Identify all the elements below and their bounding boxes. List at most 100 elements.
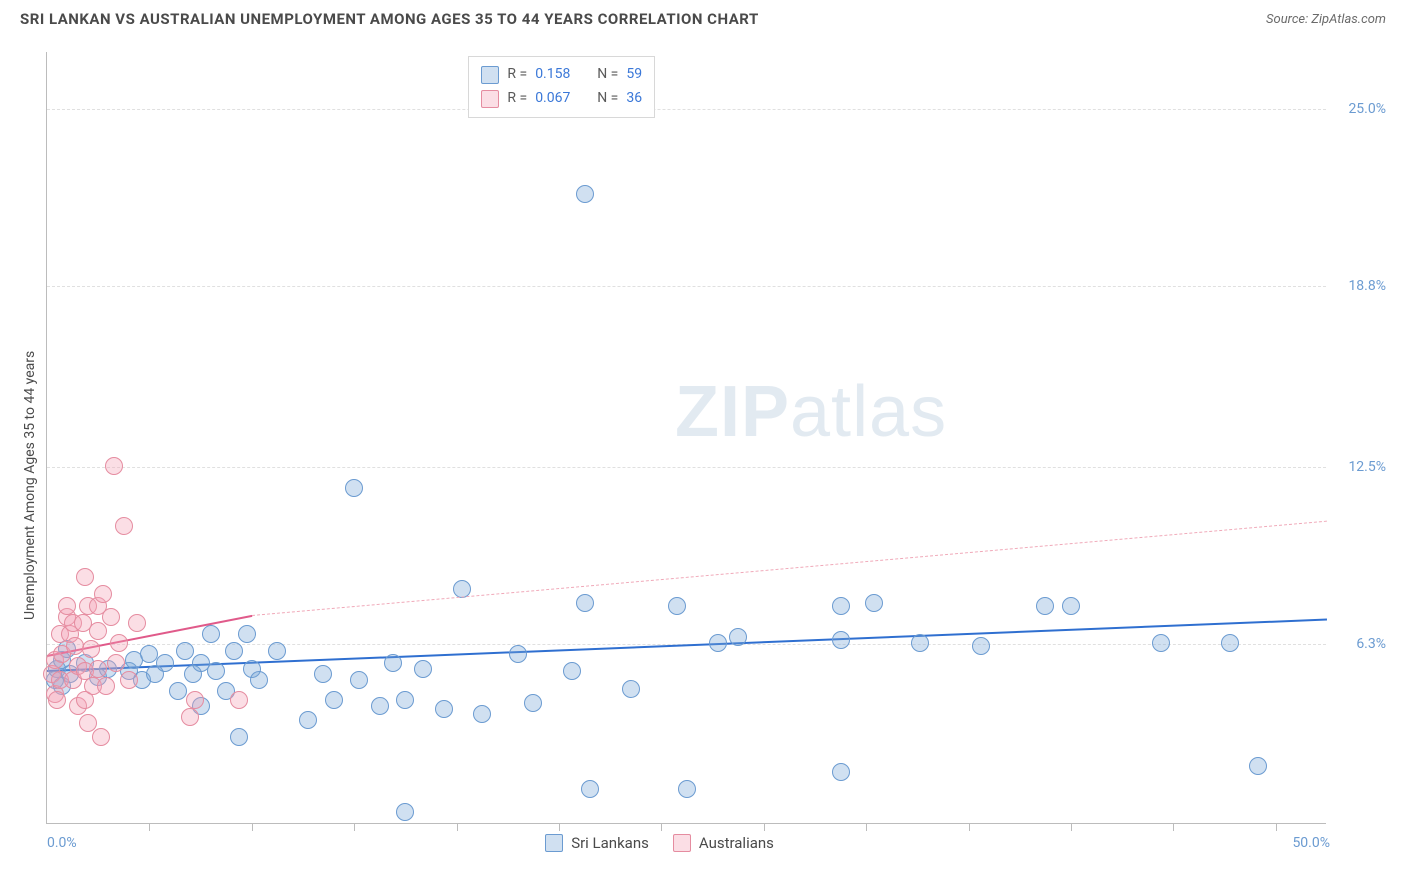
data-point (115, 517, 133, 535)
data-point (350, 671, 368, 689)
data-point (371, 697, 389, 715)
xtick (764, 823, 765, 831)
data-point (396, 691, 414, 709)
legend-series-label: Australians (699, 834, 774, 852)
data-point (1062, 597, 1080, 615)
ytick-label: 25.0% (1348, 101, 1386, 117)
data-point (314, 665, 332, 683)
data-point (509, 645, 527, 663)
series-legend: Sri Lankans Australians (545, 834, 774, 852)
chart-title: SRI LANKAN VS AUSTRALIAN UNEMPLOYMENT AM… (20, 10, 759, 28)
ytick-label: 18.8% (1348, 278, 1386, 294)
data-point (92, 728, 110, 746)
data-point (250, 671, 268, 689)
data-point (729, 628, 747, 646)
data-point (678, 780, 696, 798)
data-point (110, 634, 128, 652)
xtick (559, 823, 560, 831)
ytick-label: 6.3% (1356, 636, 1386, 652)
xtick (1071, 823, 1072, 831)
data-point (576, 185, 594, 203)
data-point (268, 642, 286, 660)
chart-source: Source: ZipAtlas.com (1266, 12, 1386, 27)
data-point (48, 691, 66, 709)
data-point (1221, 634, 1239, 652)
data-point (207, 662, 225, 680)
data-point (176, 642, 194, 660)
data-point (107, 654, 125, 672)
correlation-legend: R =0.158N =59R =0.067N =36 (468, 56, 655, 118)
data-point (345, 479, 363, 497)
legend-swatch (481, 66, 499, 84)
data-point (668, 597, 686, 615)
data-point (225, 642, 243, 660)
data-point (473, 705, 491, 723)
xtick (661, 823, 662, 831)
data-point (622, 680, 640, 698)
data-point (102, 608, 120, 626)
gridline-h (47, 286, 1326, 287)
data-point (230, 728, 248, 746)
data-point (414, 660, 432, 678)
gridline-h (47, 467, 1326, 468)
xtick (866, 823, 867, 831)
data-point (832, 597, 850, 615)
data-point (709, 634, 727, 652)
legend-series-label: Sri Lankans (571, 834, 649, 852)
xtick (457, 823, 458, 831)
xtick (354, 823, 355, 831)
n-label: N = (597, 87, 618, 111)
data-point (186, 691, 204, 709)
data-point (202, 625, 220, 643)
data-point (524, 694, 542, 712)
r-value: 0.158 (535, 63, 589, 87)
legend-swatch (673, 834, 691, 852)
title-bar: SRI LANKAN VS AUSTRALIAN UNEMPLOYMENT AM… (0, 0, 1406, 34)
legend-series-item: Australians (673, 834, 774, 852)
data-point (230, 691, 248, 709)
data-point (76, 568, 94, 586)
gridline-h (47, 109, 1326, 110)
data-point (325, 691, 343, 709)
xtick (969, 823, 970, 831)
data-point (384, 654, 402, 672)
data-point (832, 763, 850, 781)
xtick (1173, 823, 1174, 831)
data-point (89, 660, 107, 678)
r-value: 0.067 (535, 87, 589, 111)
r-label: R = (507, 63, 527, 87)
data-point (435, 700, 453, 718)
data-point (581, 780, 599, 798)
data-point (94, 585, 112, 603)
data-point (128, 614, 146, 632)
data-point (1036, 597, 1054, 615)
data-point (89, 622, 107, 640)
data-point (169, 682, 187, 700)
data-point (911, 634, 929, 652)
n-label: N = (597, 63, 618, 87)
data-point (105, 457, 123, 475)
xtick (149, 823, 150, 831)
r-label: R = (507, 87, 527, 111)
data-point (299, 711, 317, 729)
n-value: 59 (626, 63, 642, 87)
data-point (396, 803, 414, 821)
data-point (563, 662, 581, 680)
data-point (181, 708, 199, 726)
data-point (1152, 634, 1170, 652)
plot-area: 6.3%12.5%18.8%25.0%0.0%50.0%ZIPatlas (46, 52, 1326, 824)
data-point (82, 640, 100, 658)
data-point (453, 580, 471, 598)
legend-stat-row: R =0.067N =36 (481, 87, 642, 111)
y-axis-label: Unemployment Among Ages 35 to 44 years (22, 351, 38, 620)
ytick-label: 12.5% (1348, 459, 1386, 475)
data-point (1249, 757, 1267, 775)
xaxis-max-label: 50.0% (1292, 835, 1330, 851)
legend-series-item: Sri Lankans (545, 834, 649, 852)
data-point (156, 654, 174, 672)
trend-line (252, 521, 1327, 616)
watermark: ZIPatlas (675, 371, 947, 453)
legend-swatch (545, 834, 563, 852)
data-point (97, 677, 115, 695)
data-point (576, 594, 594, 612)
